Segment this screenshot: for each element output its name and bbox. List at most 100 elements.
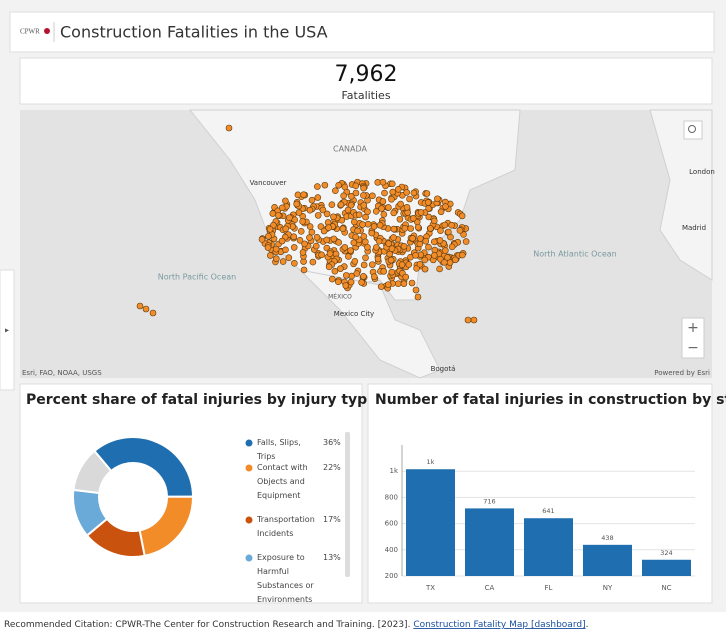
incident-dot xyxy=(323,210,331,218)
incident-dot xyxy=(452,256,459,264)
incident-dot xyxy=(291,259,298,267)
incident-dot xyxy=(360,184,367,192)
incident-dot xyxy=(409,215,417,222)
incident-dot xyxy=(431,217,438,225)
incident-dot xyxy=(339,225,347,233)
legend-swatch xyxy=(245,439,253,447)
incident-dot xyxy=(416,240,424,248)
map-powered: Powered by Esri xyxy=(654,369,710,377)
incident-dot xyxy=(347,247,354,254)
bar xyxy=(642,559,691,576)
incident-dot xyxy=(370,223,378,230)
map-label: North Pacific Ocean xyxy=(158,273,236,282)
incident-dot xyxy=(299,249,307,256)
incident-dot xyxy=(358,279,365,286)
incident-dot xyxy=(308,228,316,236)
legend-label: Falls, Slips, Trips xyxy=(257,438,301,461)
incident-dot xyxy=(340,192,347,200)
legend-label: Transportation Incidents xyxy=(257,515,315,538)
zoom-out[interactable]: − xyxy=(687,340,699,356)
incident-dot xyxy=(306,206,314,214)
incident-dot xyxy=(294,191,302,199)
citation-text: Recommended Citation: CPWR-The Center fo… xyxy=(4,620,410,630)
incident-dot xyxy=(360,273,367,280)
incident-dot xyxy=(381,189,388,197)
zoom-in[interactable]: + xyxy=(687,320,699,336)
incident-dot xyxy=(414,293,422,301)
incident-dot xyxy=(368,229,376,237)
incident-dot xyxy=(445,228,452,236)
side-toggle[interactable] xyxy=(0,269,15,391)
incident-dot xyxy=(405,261,413,268)
map-label: CANADA xyxy=(333,145,368,154)
incident-dot xyxy=(431,252,438,259)
incident-dot xyxy=(441,221,449,229)
citation-link[interactable]: Construction Fatality Map [dashboard] xyxy=(413,620,585,630)
scrollbar[interactable] xyxy=(345,432,350,577)
incident-dot xyxy=(375,237,383,245)
incident-dot xyxy=(142,305,150,313)
incident-dot xyxy=(312,242,320,250)
incident-dot xyxy=(458,212,466,220)
x-tick-label: TX xyxy=(425,584,435,592)
incident-dot xyxy=(362,254,369,262)
search-button[interactable] xyxy=(683,120,703,140)
incident-dot xyxy=(325,224,332,231)
incident-dot xyxy=(436,265,443,273)
incident-dot xyxy=(306,234,313,241)
bar xyxy=(583,544,632,576)
incident-dot xyxy=(335,181,342,189)
value-label: 438 xyxy=(601,534,613,542)
incident-dot xyxy=(360,202,368,209)
incident-dot xyxy=(448,221,455,229)
incident-dot xyxy=(372,207,380,215)
map-label: MÉXICO xyxy=(328,293,352,301)
incident-dot xyxy=(390,209,398,217)
incident-dot xyxy=(282,225,290,233)
incident-dot xyxy=(444,254,451,261)
incident-dot xyxy=(380,268,388,275)
value-label: 716 xyxy=(483,497,495,505)
incident-dot xyxy=(299,218,306,225)
logo-mark xyxy=(44,28,50,34)
indicator-label: Fatalities xyxy=(341,89,390,102)
incident-dot xyxy=(396,215,404,223)
incident-dot xyxy=(388,268,396,276)
y-tick-label: 800 xyxy=(385,493,398,501)
incident-dot xyxy=(403,189,410,196)
legend-value: 36% xyxy=(323,438,341,447)
incident-dot xyxy=(464,316,472,324)
incident-dot xyxy=(331,267,339,275)
incident-dot xyxy=(421,256,429,264)
incident-dot xyxy=(389,188,397,196)
map-label: Vancouver xyxy=(250,179,287,187)
incident-dot xyxy=(388,195,395,203)
incident-dot xyxy=(442,247,449,254)
citation: Recommended Citation: CPWR-The Center fo… xyxy=(4,620,588,630)
zoom-controls[interactable] xyxy=(681,317,705,359)
map-label: London xyxy=(689,168,715,176)
incident-dots xyxy=(136,124,478,324)
incident-dot xyxy=(258,236,266,243)
incident-dot xyxy=(408,279,416,287)
incident-dot xyxy=(410,189,418,197)
incident-dot xyxy=(136,302,144,310)
x-tick-label: NY xyxy=(603,584,613,592)
incident-dot xyxy=(352,189,360,197)
legend-swatch xyxy=(245,554,253,562)
incident-dot xyxy=(364,220,372,228)
incident-dot xyxy=(369,192,376,200)
incident-dot xyxy=(269,210,277,217)
incident-dot xyxy=(362,238,369,246)
incident-dot xyxy=(355,211,363,219)
incident-dot xyxy=(314,183,321,190)
incident-dot xyxy=(379,178,387,186)
incident-dot xyxy=(295,209,303,216)
legend-swatch xyxy=(245,464,253,472)
incident-dot xyxy=(267,252,274,259)
incident-dot xyxy=(359,221,366,228)
europe xyxy=(649,109,713,281)
incident-dot xyxy=(470,316,478,324)
incident-dot xyxy=(462,238,470,245)
incident-dot xyxy=(374,255,382,263)
